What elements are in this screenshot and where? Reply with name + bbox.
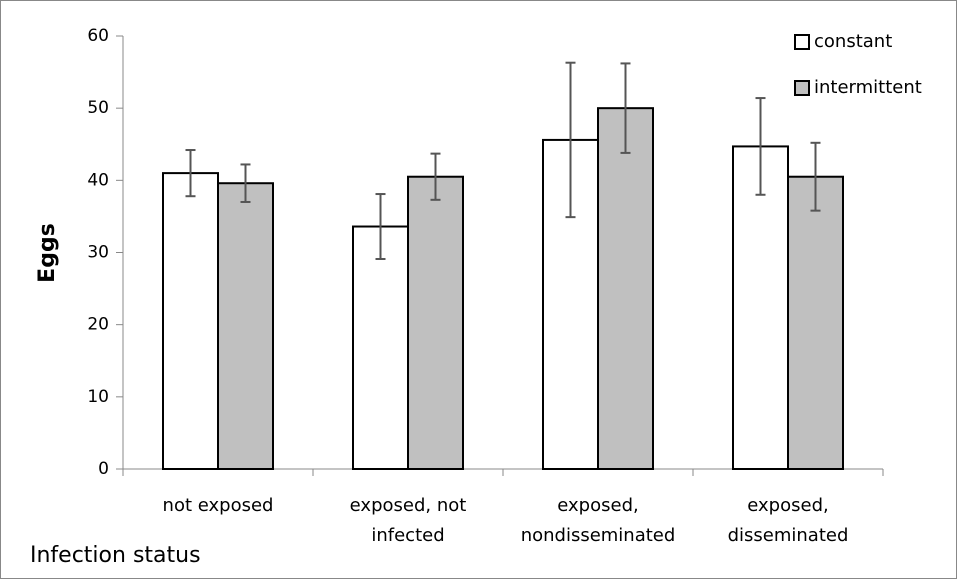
x-tick-label: not exposed xyxy=(163,495,274,516)
y-tick-label: 60 xyxy=(87,26,109,46)
error-bar xyxy=(185,149,196,198)
x-tick-label: exposed, nondisseminated xyxy=(521,495,676,546)
error-bar xyxy=(375,193,386,260)
error-bar xyxy=(565,61,576,219)
bar xyxy=(352,225,409,470)
error-bar xyxy=(430,152,441,201)
legend-label: constant xyxy=(814,31,892,52)
x-tick-label: exposed, disseminated xyxy=(728,495,849,546)
error-bar xyxy=(755,97,766,196)
legend-swatch xyxy=(794,34,810,50)
bar xyxy=(162,172,219,470)
y-tick-label: 20 xyxy=(87,315,109,335)
y-tick-label: 40 xyxy=(87,170,109,190)
y-axis-title: Eggs xyxy=(35,223,60,283)
y-tick-label: 50 xyxy=(87,98,109,118)
y-tick-label: 30 xyxy=(87,243,109,263)
bar xyxy=(732,145,789,470)
bar xyxy=(407,175,464,470)
bar xyxy=(217,182,274,470)
y-tick-label: 0 xyxy=(98,459,109,479)
bar xyxy=(787,175,844,470)
x-tick-label: exposed, not infected xyxy=(350,495,467,546)
error-bar xyxy=(810,141,821,212)
bar xyxy=(597,107,654,471)
legend-swatch xyxy=(794,80,810,96)
x-axis-title: Infection status xyxy=(30,543,201,568)
y-tick-label: 10 xyxy=(87,387,109,407)
legend-label: intermittent xyxy=(814,77,922,98)
error-bar xyxy=(620,62,631,154)
error-bar xyxy=(240,163,251,203)
